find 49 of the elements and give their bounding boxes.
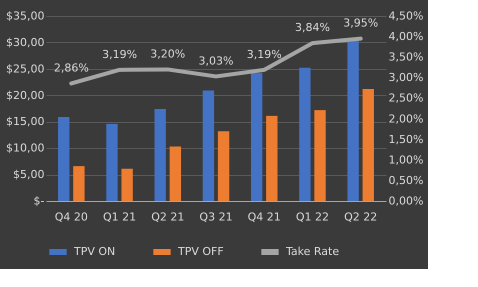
data-label: 3,19% — [102, 48, 138, 61]
y-tick-label: $- — [34, 194, 45, 208]
x-tick-label: Q1 22 — [296, 210, 330, 224]
y2-tick-label: 1,50% — [388, 132, 424, 146]
y-tick-label: $35,00 — [6, 10, 44, 22]
bar — [250, 73, 262, 201]
x-tick-label: Q2 22 — [344, 210, 378, 224]
y2-tick-label: 3,00% — [388, 71, 424, 84]
bar — [299, 68, 311, 201]
bar — [266, 116, 278, 201]
x-tick-label: Q4 21 — [248, 210, 281, 224]
y2-tick-label: 4,50% — [388, 10, 424, 22]
bar — [121, 168, 133, 201]
y2-tick-label: 1,00% — [388, 153, 424, 166]
legend-label: TPV ON — [73, 245, 116, 258]
y2-tick-label: 4,00% — [388, 30, 424, 44]
x-tick-label: Q2 21 — [151, 210, 184, 224]
legend-label: TPV OFF — [177, 245, 224, 258]
bar — [58, 116, 70, 201]
bar — [73, 166, 85, 201]
data-label: 3,20% — [150, 47, 186, 60]
y-tick-label: $15,00 — [6, 115, 44, 128]
y-tick-label: $5,00 — [13, 168, 44, 182]
y2-tick-label: 0,50% — [388, 174, 424, 187]
data-label: 2,86% — [54, 61, 89, 74]
y-tick-label: $25,00 — [6, 62, 44, 76]
legend-label: Take Rate — [285, 245, 340, 258]
bar — [218, 131, 230, 201]
y-tick-label: $20,00 — [6, 88, 44, 102]
bar — [106, 124, 118, 201]
y-tick-label: $10,00 — [6, 142, 44, 155]
y2-tick-label: 3,50% — [388, 50, 424, 64]
y2-tick-label: 2,00% — [388, 112, 424, 126]
bar — [314, 110, 326, 201]
x-tick-label: Q3 21 — [199, 210, 233, 224]
y2-tick-label: 2,50% — [388, 92, 424, 105]
data-label: 3,95% — [343, 16, 378, 30]
data-label: 3,19% — [246, 48, 282, 61]
bar — [362, 88, 374, 201]
bar — [170, 146, 182, 201]
x-tick-label: Q4 20 — [54, 210, 88, 224]
y2-tick-label: 0,00% — [388, 194, 424, 208]
bar — [347, 40, 359, 201]
data-label: 3,84% — [294, 21, 330, 34]
data-label: 3,03% — [198, 54, 234, 68]
bar — [154, 109, 166, 201]
x-tick-label: Q1 21 — [102, 210, 136, 224]
bar — [202, 90, 214, 201]
y-tick-label: $30,00 — [6, 36, 44, 49]
